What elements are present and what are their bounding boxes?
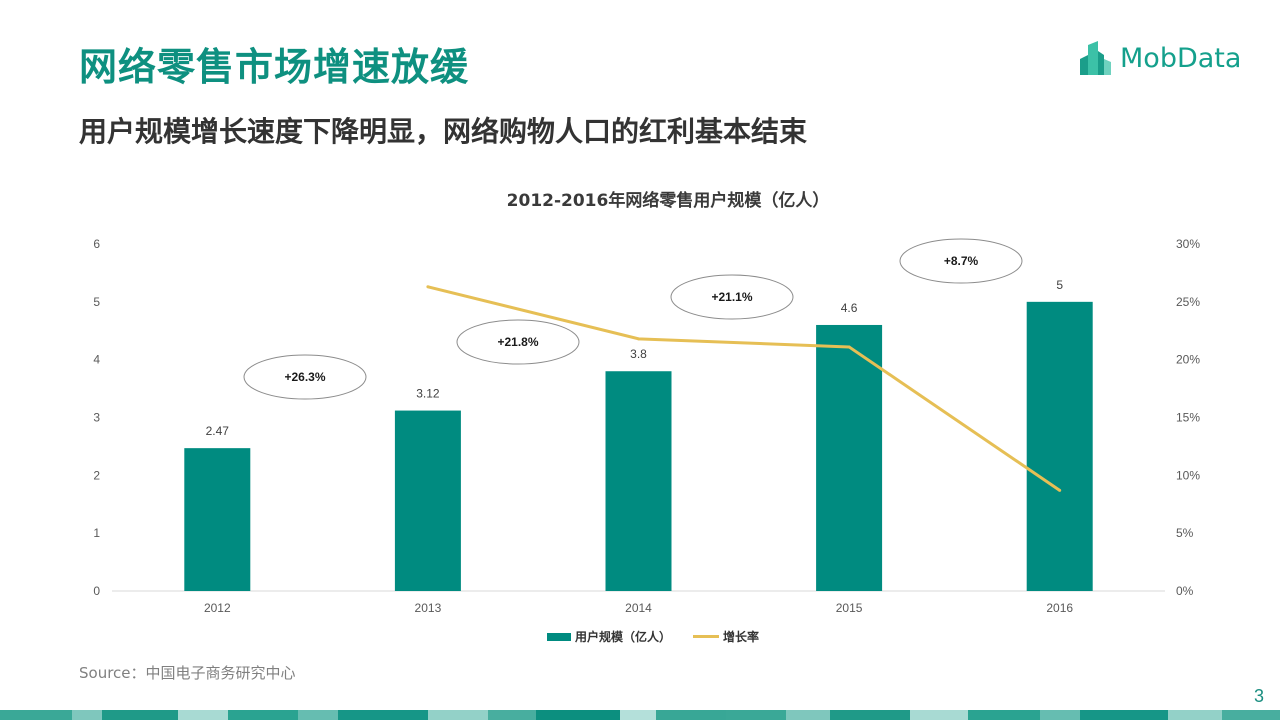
growth-rate-line — [427, 285, 1061, 492]
bar — [816, 324, 883, 591]
legend-line-label: 增长率 — [723, 630, 760, 644]
growth-callout-ellipse — [670, 274, 794, 320]
bar-value-label: 4.6 — [841, 301, 858, 315]
x-tick-label: 2015 — [836, 601, 863, 615]
growth-callout-ellipse — [456, 319, 580, 365]
bar-value-label: 3.12 — [416, 387, 440, 401]
footer-strip-segment — [298, 710, 338, 720]
chart-title: 2012-2016年网络零售用户规模（亿人） — [506, 191, 830, 211]
footer-strip-segment — [910, 710, 968, 720]
bar — [1026, 301, 1093, 591]
bar — [184, 448, 251, 591]
footer-strip-segment — [1222, 710, 1280, 720]
right-tick-label: 0% — [1176, 584, 1194, 598]
footer-strip-segment — [1168, 710, 1222, 720]
growth-callout-ellipse — [243, 354, 367, 400]
page-number: 3 — [1254, 686, 1265, 706]
right-tick-label: 30% — [1176, 237, 1200, 251]
right-tick-label: 15% — [1176, 411, 1200, 425]
source-note: Source：中国电子商务研究中心 — [79, 664, 296, 682]
growth-rate-point — [847, 345, 851, 349]
left-tick-label: 5 — [93, 295, 100, 309]
right-tick-label: 5% — [1176, 526, 1194, 540]
growth-rate-point — [1058, 488, 1062, 492]
growth-callout-ellipse — [899, 238, 1023, 284]
footer-strip-segment — [488, 710, 536, 720]
right-tick-label: 20% — [1176, 353, 1200, 367]
mobdata-logo: MobData — [1078, 40, 1241, 76]
x-tick-label: 2016 — [1046, 601, 1073, 615]
page-title: 网络零售市场增速放缓 — [79, 45, 470, 89]
footer-strip-segment — [786, 710, 830, 720]
growth-callout-label: +21.1% — [711, 290, 752, 304]
right-tick-label: 25% — [1176, 295, 1200, 309]
left-tick-label: 6 — [93, 237, 100, 251]
growth-callout-label: +8.7% — [944, 254, 979, 268]
bar — [605, 371, 672, 591]
bar-value-label: 3.8 — [630, 347, 647, 361]
legend-item-line: 增长率 — [693, 628, 759, 645]
footer-strip-segment — [1040, 710, 1080, 720]
right-tick-label: 10% — [1176, 468, 1200, 482]
left-tick-label: 4 — [93, 353, 100, 367]
x-tick-label: 2013 — [415, 601, 442, 615]
chart-legend: 用户规模（亿人） 增长率 — [547, 628, 781, 645]
footer-strip-segment — [536, 710, 620, 720]
footer-strip-segment — [102, 710, 178, 720]
growth-rate-point — [637, 337, 640, 341]
left-tick-label: 3 — [93, 411, 100, 425]
footer-strip-segment — [656, 710, 726, 720]
growth-callout-label: +26.3% — [284, 370, 325, 384]
bar-value-label: 2.47 — [206, 424, 230, 438]
logo-text: MobData — [1120, 42, 1242, 74]
growth-rate-point — [426, 285, 430, 289]
x-tick-label: 2014 — [625, 601, 652, 615]
bar-value-label: 5 — [1056, 278, 1063, 292]
footer-strip-segment — [178, 710, 228, 720]
bar — [394, 410, 461, 591]
footer-strip-segment — [726, 710, 786, 720]
x-tick-label: 2012 — [204, 601, 231, 615]
footer-strip-segment — [72, 710, 102, 720]
left-tick-label: 2 — [93, 468, 100, 482]
footer-strip-segment — [968, 710, 1040, 720]
legend-bar-swatch — [547, 632, 571, 641]
left-tick-label: 0 — [93, 584, 100, 598]
footer-strip-segment — [0, 710, 72, 720]
left-tick-label: 1 — [93, 526, 100, 540]
footer-strip — [0, 710, 1280, 720]
footer-strip-segment — [428, 710, 488, 720]
legend-bar-label: 用户规模（亿人） — [575, 630, 672, 644]
growth-callout-label: +21.8% — [497, 335, 538, 349]
footer-strip-segment — [830, 710, 910, 720]
legend-item-bars: 用户规模（亿人） — [547, 628, 671, 645]
legend-line-swatch — [693, 635, 720, 638]
page-subtitle: 用户规模增长速度下降明显，网络购物人口的红利基本结束 — [79, 115, 808, 148]
footer-strip-segment — [338, 710, 428, 720]
building-icon — [1080, 41, 1111, 75]
footer-strip-segment — [228, 710, 298, 720]
footer-strip-segment — [1080, 710, 1168, 720]
footer-strip-segment — [620, 710, 656, 720]
